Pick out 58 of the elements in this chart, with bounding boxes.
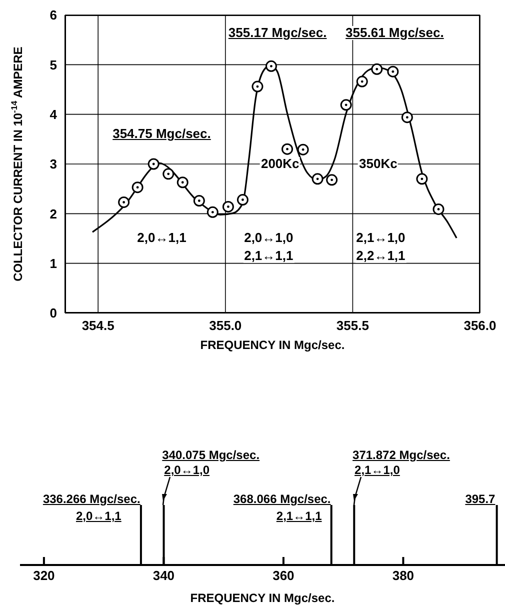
point [432, 203, 444, 215]
point [265, 60, 277, 72]
annotation: 355.61 Mgc/sec. [344, 24, 446, 40]
x-tick-label: 380 [392, 568, 414, 584]
x-tick-label: 356.0 [464, 318, 496, 334]
point [206, 206, 218, 218]
point [282, 143, 294, 155]
point [252, 80, 264, 92]
point [222, 200, 234, 212]
point [356, 76, 368, 88]
y-tick-label: 1 [50, 256, 57, 271]
annotation: 2,0↔1,0 [243, 230, 294, 245]
point [236, 194, 248, 206]
point [148, 158, 160, 170]
y-tick-label: 4 [50, 106, 58, 122]
y-tick-label: 6 [50, 8, 57, 23]
y-tick-label: 5 [50, 57, 57, 72]
point [401, 112, 413, 124]
annotation: 2,0↔1,1 [136, 230, 188, 245]
annotation: 2,2↔1,1 [355, 248, 406, 263]
x-tick-label: 354.5 [82, 318, 114, 334]
point [387, 66, 399, 78]
y-tick-label: 0 [50, 306, 57, 321]
annotation: 340.075 Mgc/sec. [162, 448, 260, 462]
point [297, 144, 309, 156]
annotation: 2,1↔1,1 [243, 248, 294, 263]
x-tick-label: 360 [272, 568, 294, 584]
point [312, 173, 324, 185]
x-tick-label: 340 [152, 568, 175, 584]
x-tick-label: 355.5 [336, 318, 369, 334]
x-axis-title: FREQUENCY IN Mgc/sec. [200, 338, 345, 352]
annotation: 2,0↔1,1 [76, 509, 122, 523]
point [162, 168, 174, 180]
x-tick-label: 355.0 [209, 318, 242, 334]
point [326, 174, 338, 186]
annotation: 354.75 Mgc/sec. [110, 126, 213, 142]
annotation: 368.066 Mgc/sec. [233, 492, 331, 506]
annotation: 200Kc [260, 156, 300, 171]
point [416, 173, 428, 185]
point [118, 196, 130, 208]
annotation: 2,1↔1,0 [355, 230, 406, 245]
y-tick-label: 3 [50, 156, 57, 172]
y-tick-label: 2 [50, 206, 57, 222]
point [340, 99, 352, 111]
x-tick-label: 320 [33, 568, 55, 584]
annotation: 336.266 Mgc/sec. [42, 492, 140, 506]
annotation: 2,1↔1,0 [354, 463, 400, 477]
annotation: 355.17 Mgc/sec. [226, 24, 329, 40]
point [132, 182, 144, 194]
x-axis-title: FREQUENCY IN Mgc/sec. [190, 591, 335, 605]
annotation: 395.7 [465, 492, 496, 506]
annotation: 371.872 Mgc/sec. [352, 448, 450, 462]
point [371, 63, 383, 75]
point [176, 176, 188, 188]
annotation: 2,1↔1,1 [276, 509, 322, 523]
annotation: 2,0↔1,0 [164, 463, 210, 477]
annotation: 350Kc [358, 156, 398, 171]
point [193, 195, 205, 207]
